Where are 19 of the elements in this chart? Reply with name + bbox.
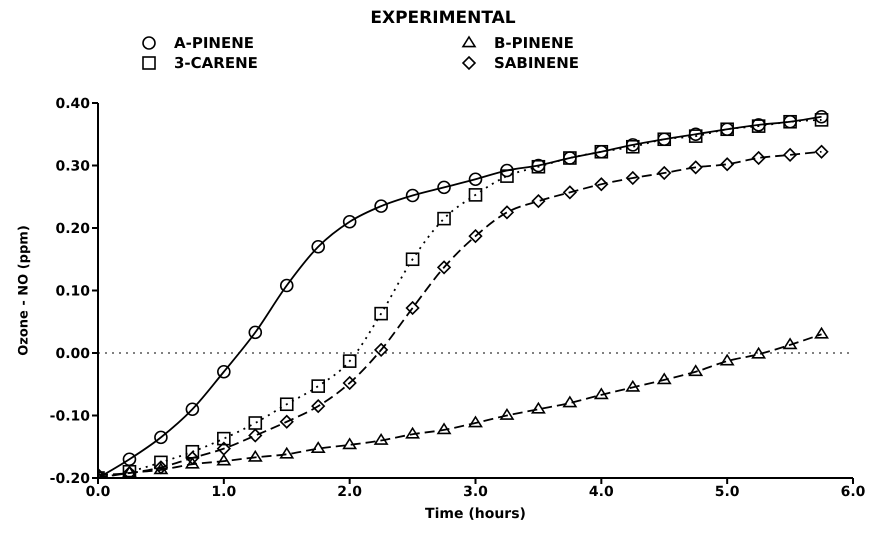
y-tick-label: 0.00 <box>55 346 90 362</box>
legend-label: 3-CARENE <box>174 54 258 72</box>
y-tick-label: 0.10 <box>55 283 90 300</box>
x-tick-label: 3.0 <box>463 484 488 500</box>
y-tick-label: -0.10 <box>50 408 90 424</box>
legend-label: SABINENE <box>494 54 580 72</box>
y-axis-title: Ozone - NO (ppm) <box>16 225 32 356</box>
chart-title: EXPERIMENTAL <box>369 8 517 28</box>
legend-label: A-PINENE <box>174 34 254 52</box>
x-axis-title: Time (hours) <box>425 506 526 522</box>
y-tick-label: 0.20 <box>55 220 90 237</box>
y-tick-label: 0.30 <box>55 158 90 174</box>
x-tick-label: 1.0 <box>211 484 236 500</box>
y-tick-label: 0.40 <box>55 96 90 112</box>
x-tick-label: 4.0 <box>588 484 614 500</box>
legend-label: B-PINENE <box>494 34 574 52</box>
x-tick-label: 5.0 <box>714 484 740 500</box>
x-tick-label: 2.0 <box>337 484 362 500</box>
x-tick-label: 6.0 <box>840 484 866 500</box>
